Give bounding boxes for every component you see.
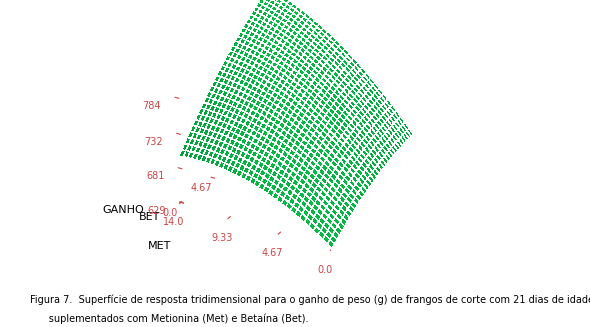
Text: suplementados com Metionina (Met) e Betaína (Bet).: suplementados com Metionina (Met) e Beta… <box>30 314 308 324</box>
X-axis label: MET: MET <box>148 241 172 251</box>
Y-axis label: BET: BET <box>139 212 160 222</box>
Text: Figura 7.  Superfície de resposta tridimensional para o ganho de peso (g) de fra: Figura 7. Superfície de resposta tridime… <box>30 294 590 305</box>
